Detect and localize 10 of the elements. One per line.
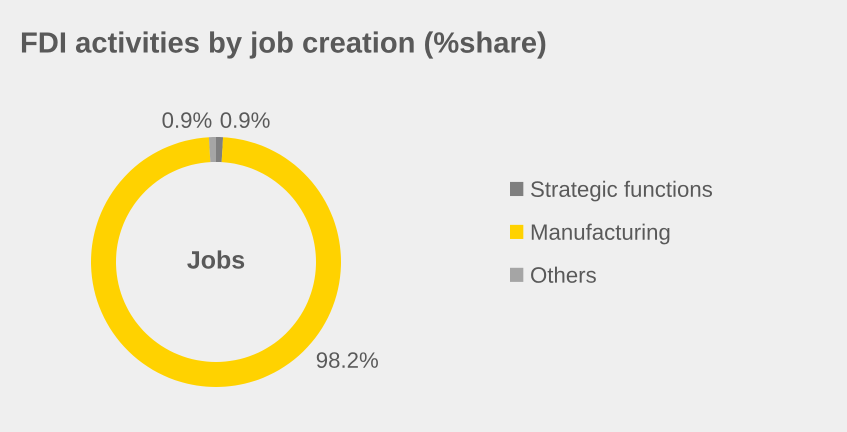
- legend-label: Others: [531, 266, 596, 283]
- data-label: 0.9%: [162, 112, 212, 128]
- data-label: 0.9%: [220, 112, 270, 128]
- legend-label: Strategic functions: [531, 180, 712, 202]
- data-label: 98.2%: [316, 352, 378, 368]
- legend-label: Manufacturing: [532, 224, 670, 244]
- donut-slice: [216, 137, 224, 162]
- text: Jobs: [187, 250, 244, 269]
- donut-slice: [208, 137, 216, 162]
- chart-title: FDI activities by job creation (%share): [22, 31, 546, 59]
